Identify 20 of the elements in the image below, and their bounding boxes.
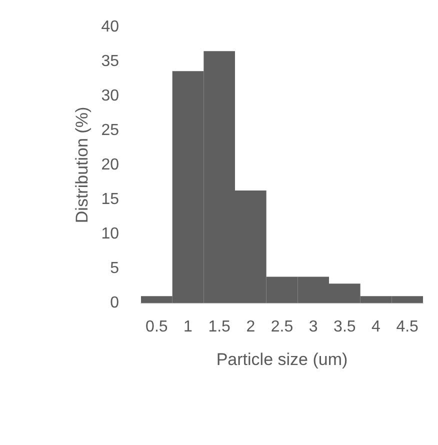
x-tick-label: 1 <box>184 318 193 336</box>
x-tick-label: 2.5 <box>270 318 294 336</box>
x-axis-title: Particle size (um) <box>216 350 348 369</box>
y-tick-label: 0 <box>110 294 120 312</box>
y-tick-label: 25 <box>101 122 120 139</box>
x-tick-label: 4.5 <box>396 318 419 336</box>
y-tick-label: 20 <box>101 156 120 174</box>
y-tick-label: 35 <box>101 53 120 70</box>
x-tick-label: 3 <box>308 318 318 336</box>
x-tick-label: 1.5 <box>208 318 231 336</box>
y-axis-title: Distribution (%) <box>72 106 92 224</box>
y-tick-label: 30 <box>101 88 120 104</box>
y-tick-label: 10 <box>101 226 120 242</box>
x-tick-label: 4 <box>372 318 381 336</box>
y-tick-label: 5 <box>110 260 120 277</box>
y-tick-label: 40 <box>101 18 120 36</box>
x-tick-label: 0.5 <box>146 318 168 336</box>
x-tick-label: 3.5 <box>334 318 356 336</box>
y-tick-label: 15 <box>101 191 120 208</box>
x-tick-label: 2 <box>246 318 256 336</box>
